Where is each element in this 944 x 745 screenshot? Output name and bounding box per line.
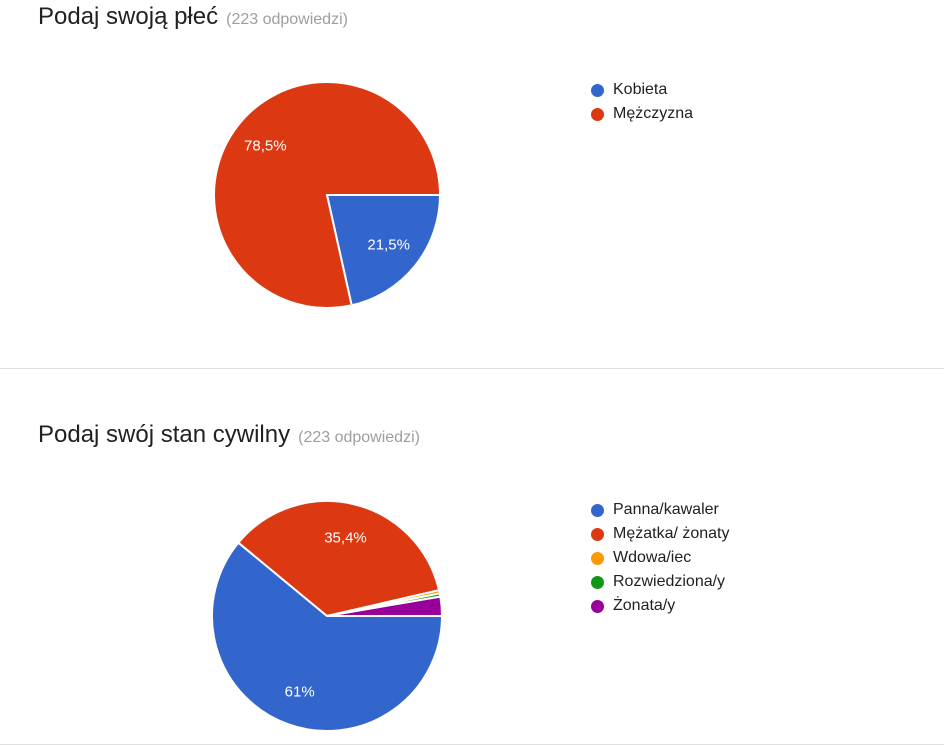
pie-slice-m-atka-onaty[interactable] — [236, 500, 441, 618]
legend-label: Żonata/y — [613, 597, 676, 614]
legend-color-dot-icon — [591, 83, 604, 97]
legend-label: Wdowa/iec — [613, 549, 692, 566]
legend-label: Kobieta — [613, 81, 668, 98]
pie-percent-label: 21,5% — [367, 237, 410, 254]
response-count: (223 odpowiedzi) — [298, 429, 420, 446]
pie-percent-label: 35,4% — [324, 530, 367, 547]
question-title-marital: Podaj swój stan cywilny (223 odpowiedzi) — [38, 421, 420, 450]
legend-item-m-czyzna: Mężczyzna — [591, 102, 693, 126]
legend-label: Panna/kawaler — [613, 501, 719, 518]
legend-item-panna-kawaler: Panna/kawaler — [591, 498, 730, 522]
legend-item-onata-y: Żonata/y — [591, 594, 730, 618]
legend-label: Mężatka/ żonaty — [613, 525, 730, 542]
legend-color-dot-icon — [591, 503, 604, 517]
legend-color-dot-icon — [591, 527, 604, 541]
question-title-text: Podaj swój stan cywilny — [38, 421, 291, 448]
legend-item-rozwiedziona-y: Rozwiedziona/y — [591, 570, 730, 594]
pie-slice-onata-y[interactable] — [326, 595, 444, 617]
question-title-text: Podaj swoją płeć — [38, 3, 219, 30]
legend-color-dot-icon — [591, 107, 604, 121]
legend-marital: Panna/kawaler Mężatka/ żonaty Wdowa/iec Roz… — [591, 498, 730, 618]
legend-label: Rozwiedziona/y — [613, 573, 726, 590]
legend-color-dot-icon — [591, 551, 604, 565]
section-divider — [0, 368, 944, 369]
pie-chart-marital: 61% 35,4% — [211, 500, 444, 732]
legend-item-m-atka-onaty: Mężatka/ żonaty — [591, 522, 730, 546]
pie-slice-kobieta[interactable] — [325, 194, 442, 307]
question-title-gender: Podaj swoją płeć (223 odpowiedzi) — [38, 3, 348, 32]
pie-percent-label: 61% — [285, 684, 315, 701]
pie-chart-gender: 21,5% 78,5% — [213, 81, 442, 309]
legend-color-dot-icon — [591, 599, 604, 613]
pie-slice-m-czyzna[interactable] — [213, 81, 442, 309]
legend-color-dot-icon — [591, 575, 604, 589]
pie-slice-panna-kawaler[interactable] — [211, 541, 444, 732]
legend-label: Mężczyzna — [613, 105, 694, 122]
legend-item-wdowa-iec: Wdowa/iec — [591, 546, 730, 570]
response-count: (223 odpowiedzi) — [226, 11, 348, 28]
pie-percent-label: 78,5% — [244, 138, 287, 155]
legend-item-kobieta: Kobieta — [591, 78, 693, 102]
legend-gender: Kobieta Mężczyzna — [591, 78, 693, 126]
